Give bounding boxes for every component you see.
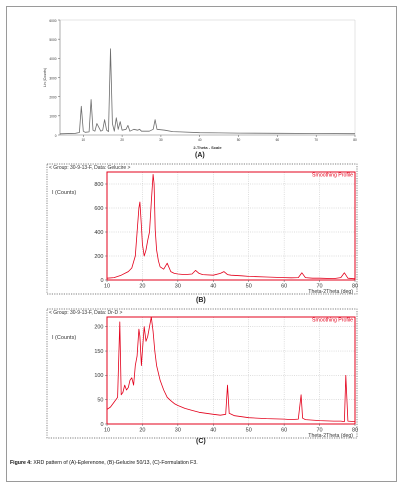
y-tick-label-2-1: 50 bbox=[97, 397, 103, 403]
y-tick-label-2-2: 100 bbox=[94, 373, 103, 379]
x-tick-label-0-6: 70 bbox=[314, 138, 318, 142]
panel-label-b: (B) bbox=[196, 297, 206, 304]
y-tick-label-2-0: 0 bbox=[100, 422, 103, 428]
y-tick-label-1-1: 200 bbox=[94, 254, 103, 260]
x-tick-label-2-1: 20 bbox=[139, 428, 145, 434]
x-axis-label-1: Theta-2Theta (deg) bbox=[308, 289, 353, 295]
y-tick-label-0-5: 5000 bbox=[49, 38, 56, 42]
x-tick-label-1-0: 10 bbox=[104, 284, 110, 290]
x-tick-label-0-0: 10 bbox=[82, 138, 86, 142]
chart-header-2: < Group: 30-9-13-F, Data: Dr-D > bbox=[49, 310, 122, 316]
x-tick-label-2-3: 40 bbox=[210, 428, 216, 434]
x-axis-label-0: 2-Theta - Scale bbox=[193, 145, 222, 150]
figure-caption: Figure 4: XRD pattern of (A)-Eplerenone,… bbox=[10, 460, 198, 466]
y-tick-label-1-4: 800 bbox=[94, 182, 103, 188]
x-tick-label-1-6: 70 bbox=[317, 284, 323, 290]
x-tick-label-0-5: 60 bbox=[276, 138, 280, 142]
legend-label-1: Smoothing Profile bbox=[312, 173, 353, 179]
series-line-1-0 bbox=[106, 173, 356, 280]
y-axis-label-0: Lin (Counts) bbox=[43, 68, 47, 87]
y-tick-label-2-4: 200 bbox=[94, 325, 103, 331]
x-tick-label-2-6: 70 bbox=[317, 428, 323, 434]
panel-label-a: (A) bbox=[195, 152, 205, 159]
x-tick-label-2-0: 10 bbox=[104, 428, 110, 434]
y-tick-label-2-3: 150 bbox=[94, 349, 103, 355]
plot-border-2 bbox=[106, 316, 356, 425]
x-tick-label-1-4: 50 bbox=[246, 284, 252, 290]
plot-outer-frame-1 bbox=[46, 163, 358, 295]
panel-label-c: (C) bbox=[196, 438, 206, 445]
x-tick-label-2-7: 80 bbox=[352, 428, 358, 434]
x-tick-label-2-5: 60 bbox=[281, 428, 287, 434]
y-axis-label-2: I (Counts) bbox=[52, 335, 76, 341]
legend-label-2: Smoothing Profile bbox=[312, 318, 353, 324]
x-tick-label-1-7: 80 bbox=[352, 284, 358, 290]
y-axis-label-1: I (Counts) bbox=[52, 190, 76, 196]
y-tick-label-0-0: 0 bbox=[55, 134, 57, 138]
y-tick-label-0-6: 6000 bbox=[49, 19, 56, 23]
y-tick-label-0-2: 2000 bbox=[49, 95, 56, 99]
chart-header-1: < Group: 30-9-13-F, Data: Gelucire > bbox=[49, 165, 131, 171]
x-tick-label-2-2: 30 bbox=[175, 428, 181, 434]
y-tick-label-0-1: 1000 bbox=[49, 115, 56, 119]
x-tick-label-0-1: 20 bbox=[120, 138, 124, 142]
plot-border-1 bbox=[106, 171, 356, 281]
figure-frame bbox=[6, 6, 397, 482]
y-tick-label-1-0: 0 bbox=[100, 278, 103, 284]
x-tick-label-0-7: 80 bbox=[353, 138, 357, 142]
plot-outer-frame-2 bbox=[46, 308, 358, 439]
y-tick-label-0-3: 3000 bbox=[49, 76, 56, 80]
x-tick-label-1-1: 20 bbox=[139, 284, 145, 290]
y-tick-label-0-4: 4000 bbox=[49, 57, 56, 61]
caption-text: XRD pattern of (A)-Eplerenone, (B)-Geluc… bbox=[31, 460, 198, 466]
x-tick-label-0-4: 50 bbox=[237, 138, 241, 142]
x-tick-label-0-2: 30 bbox=[159, 138, 163, 142]
x-tick-label-0-3: 40 bbox=[198, 138, 202, 142]
x-axis-label-2: Theta-2Theta (deg) bbox=[308, 433, 353, 439]
x-tick-label-1-3: 40 bbox=[210, 284, 216, 290]
x-tick-label-1-5: 60 bbox=[281, 284, 287, 290]
y-tick-label-1-3: 600 bbox=[94, 206, 103, 212]
x-tick-label-1-2: 30 bbox=[175, 284, 181, 290]
x-tick-label-2-4: 50 bbox=[246, 428, 252, 434]
series-line-0-0 bbox=[59, 48, 356, 135]
y-tick-label-1-2: 400 bbox=[94, 230, 103, 236]
series-line-2-0 bbox=[106, 316, 356, 423]
caption-label: Figure 4: bbox=[10, 460, 32, 466]
